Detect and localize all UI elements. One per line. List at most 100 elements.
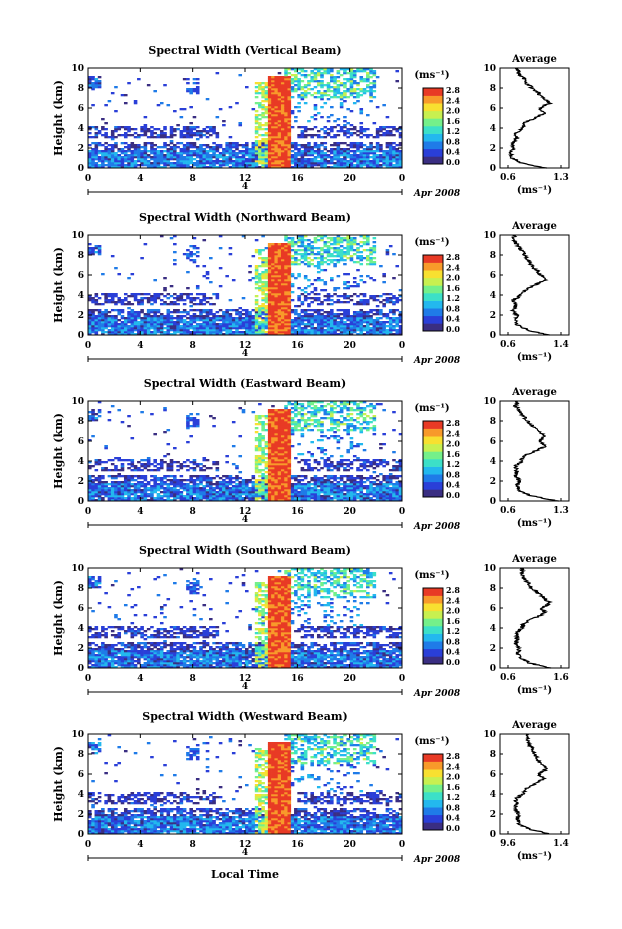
heatmap-cell — [398, 315, 403, 318]
heatmap-cell — [189, 293, 193, 296]
heatmap-cell — [176, 152, 180, 155]
heatmap-cell — [241, 489, 246, 492]
heatmap-cell — [294, 120, 298, 123]
heatmap-cell — [258, 124, 262, 127]
heatmap-cell — [91, 475, 95, 478]
heatmap-cell — [271, 164, 275, 167]
x-tick-label: 16 — [291, 341, 304, 351]
heatmap-cell — [359, 299, 364, 302]
heatmap-cell — [245, 142, 249, 145]
heatmap-cell — [264, 319, 269, 322]
heatmap-cell — [110, 321, 115, 324]
heatmap-cell — [140, 329, 144, 332]
heatmap-cell — [297, 68, 301, 71]
heatmap-cell — [385, 325, 390, 328]
heatmap-cell — [369, 82, 373, 85]
heatmap-cell — [176, 325, 180, 328]
heatmap-cell — [316, 68, 321, 71]
heatmap-cell — [294, 80, 298, 83]
heatmap-cell — [182, 333, 187, 336]
heatmap-cell — [107, 136, 112, 139]
heatmap-cell — [123, 489, 128, 492]
heatmap-cell — [264, 132, 269, 135]
heatmap-cell — [130, 483, 135, 486]
heatmap-cell — [114, 333, 118, 336]
heatmap-cell — [310, 72, 314, 75]
heatmap-cell — [137, 487, 141, 490]
heatmap-cell — [212, 493, 216, 496]
heatmap-cell — [169, 128, 174, 131]
heatmap-cell — [205, 156, 210, 159]
heatmap-cell — [254, 491, 259, 494]
heatmap-cell — [326, 253, 331, 256]
heatmap-cell — [326, 325, 331, 328]
heatmap-cell — [127, 277, 131, 280]
heatmap-cell — [222, 497, 226, 500]
heatmap-cell — [101, 483, 105, 486]
heatmap-cell — [222, 493, 226, 496]
heatmap-cell — [202, 469, 207, 472]
heatmap-cell — [150, 311, 154, 314]
heatmap-cell — [382, 325, 386, 328]
heatmap-cell — [215, 150, 220, 153]
heatmap-cell — [143, 479, 148, 482]
heatmap-cell — [320, 257, 324, 260]
heatmap-cell — [186, 271, 190, 274]
heatmap-cell — [159, 463, 164, 466]
heatmap-cell — [110, 146, 115, 149]
heatmap-cell — [120, 463, 125, 466]
heatmap-cell — [199, 164, 203, 167]
heatmap-cell — [107, 158, 112, 161]
heatmap-cell — [104, 315, 108, 318]
heatmap-cell — [94, 329, 99, 332]
heatmap-cell — [245, 481, 249, 484]
heatmap-cell — [339, 142, 344, 145]
heatmap-cell — [362, 319, 367, 322]
heatmap-cell — [277, 257, 282, 260]
heatmap-cell — [97, 401, 102, 404]
heatmap-cell — [114, 493, 118, 496]
heatmap-cell — [228, 329, 233, 332]
heatmap-cell — [261, 265, 265, 268]
heatmap-cell — [313, 293, 318, 296]
heatmap-cell — [209, 495, 213, 498]
heatmap-cell — [385, 321, 390, 324]
heatmap-cell — [254, 275, 259, 278]
heatmap-cell — [215, 481, 220, 484]
heatmap-cell — [166, 483, 171, 486]
heatmap-cell — [91, 315, 95, 318]
heatmap-cell — [212, 317, 216, 320]
heatmap-cell — [366, 78, 370, 81]
heatmap-cell — [320, 249, 324, 252]
heatmap-cell — [316, 299, 321, 302]
heatmap-cell — [192, 78, 197, 81]
heatmap-cell — [382, 303, 386, 306]
heatmap-cell — [372, 146, 377, 149]
heatmap-cell — [330, 86, 334, 89]
heatmap-cell — [261, 281, 265, 284]
heatmap-cell — [287, 295, 292, 298]
heatmap-cell — [277, 108, 282, 111]
heatmap-cell — [173, 487, 177, 490]
heatmap-cell — [284, 307, 288, 310]
heatmap-cell — [362, 281, 367, 284]
heatmap-cell — [205, 277, 210, 280]
heatmap-cell — [225, 483, 229, 486]
heatmap-cell — [248, 164, 252, 167]
heatmap-cell — [199, 303, 203, 306]
heatmap-cell — [88, 483, 92, 486]
heatmap-cell — [316, 331, 321, 334]
heatmap-cell — [212, 166, 216, 169]
heatmap-cell — [186, 293, 190, 296]
heatmap-cell — [274, 261, 279, 264]
heatmap-cell — [313, 329, 318, 332]
heatmap-cell — [287, 319, 292, 322]
heatmap-cell — [392, 327, 396, 330]
heatmap-cell — [362, 243, 367, 246]
colorbar-tick-label: 0.4 — [446, 147, 460, 157]
heatmap-cell — [375, 142, 380, 145]
heatmap-cell — [245, 483, 249, 486]
heatmap-cell — [297, 134, 301, 137]
heatmap-cell — [300, 132, 305, 135]
heatmap-cell — [97, 84, 102, 87]
